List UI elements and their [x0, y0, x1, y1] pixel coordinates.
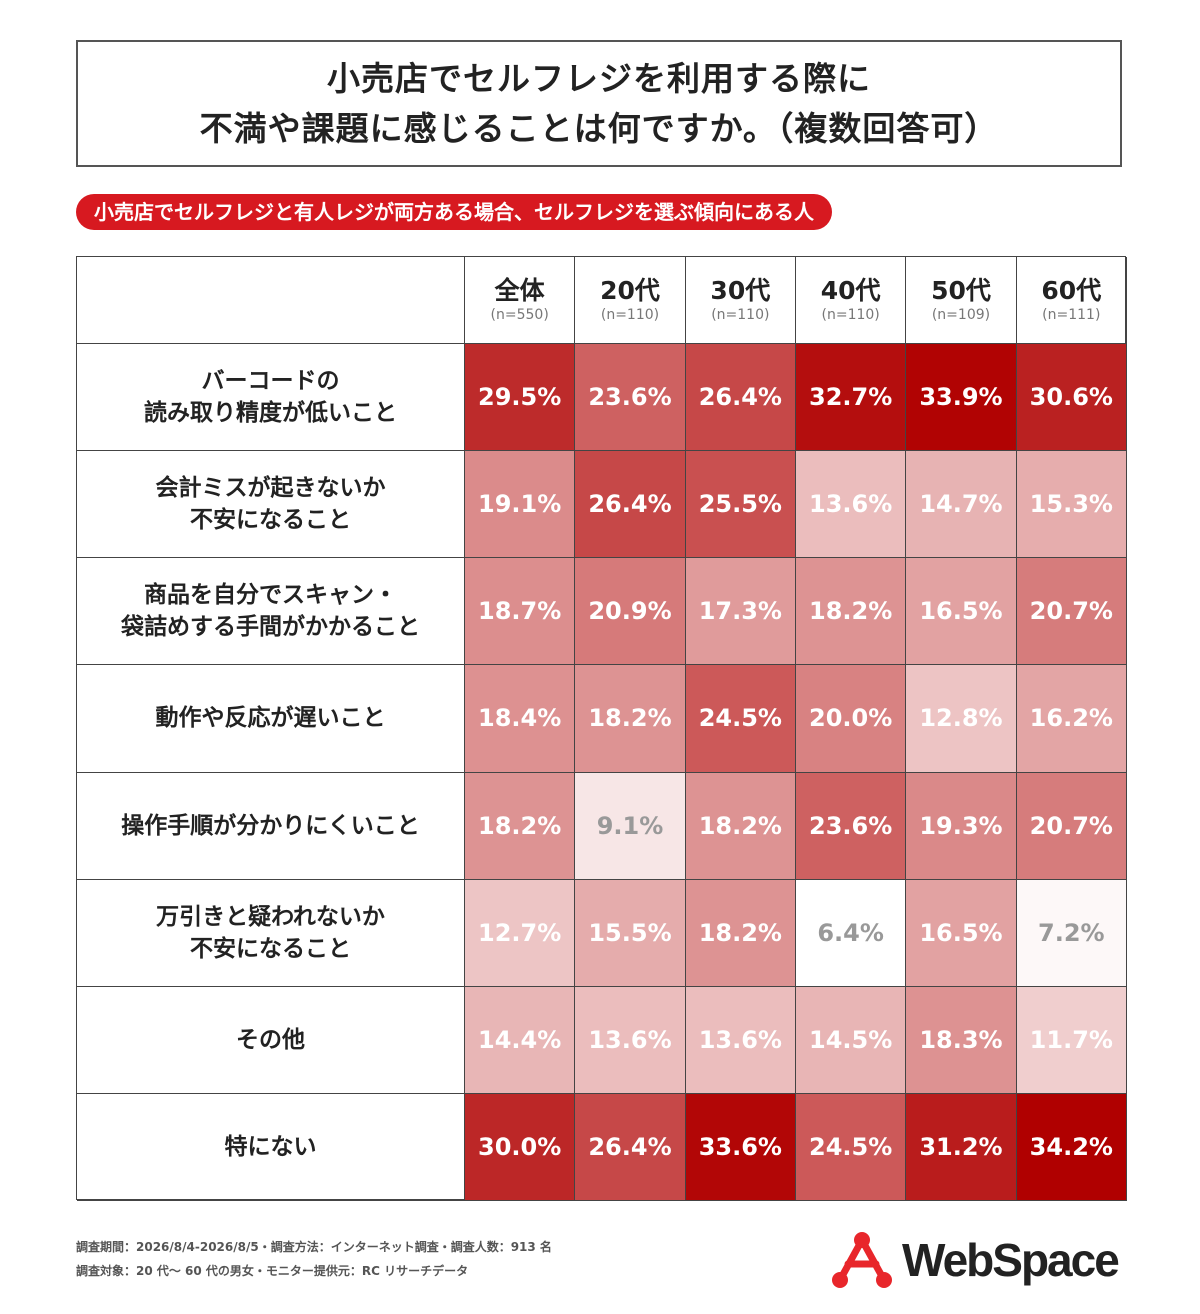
heatmap-cell: 20.0% [795, 665, 907, 773]
heatmap-cell: 19.3% [906, 772, 1017, 880]
heatmap-cell: 15.3% [1016, 451, 1127, 559]
column-header: 40代 (n=110) [795, 257, 907, 344]
column-sample-size: (n=111) [1042, 307, 1101, 323]
column-label: 60代 [1041, 276, 1102, 305]
column-label: 40代 [820, 276, 881, 305]
row-label: 操作手順が分かりにくいこと [77, 772, 465, 880]
column-label: 全体 [494, 276, 545, 305]
heatmap-cell: 9.1% [575, 772, 686, 880]
heatmap-cell: 20.7% [1016, 772, 1127, 880]
footer-survey-target: 調査対象：20 代～ 60 代の男女・モニター提供元：RC リサーチデータ [76, 1264, 469, 1278]
heatmap-cell: 16.2% [1016, 665, 1127, 773]
heatmap-cell: 18.3% [906, 986, 1017, 1094]
column-sample-size: (n=550) [490, 307, 549, 323]
heatmap-cell: 18.2% [685, 879, 796, 987]
heatmap-table: 全体 (n=550) 20代 (n=110) 30代 (n=110) 40代 (n=110) 5… [76, 256, 1127, 1201]
row-label-line: バーコードの [201, 368, 340, 395]
row-label: 商品を自分でスキャン・ 袋詰めする手間がかかること [77, 558, 465, 666]
heatmap-cell: 30.6% [1016, 344, 1127, 452]
heatmap-cell: 16.5% [906, 558, 1017, 666]
table-corner [77, 257, 465, 344]
column-sample-size: (n=110) [711, 307, 770, 323]
row-label: その他 [77, 986, 465, 1094]
column-sample-size: (n=110) [600, 307, 660, 323]
row-label-line: 不安になること [190, 507, 351, 534]
title-box: 小売店でセルフレジを利用する際に 不満や課題に感じることは何ですか。（複数回答可… [76, 40, 1122, 167]
row-label-line: 万引きと疑われないか [156, 903, 385, 930]
heatmap-cell: 23.6% [575, 344, 686, 452]
column-label: 20代 [600, 276, 660, 305]
heatmap-cell: 26.4% [685, 344, 796, 452]
heatmap-cell: 34.2% [1016, 1093, 1127, 1201]
column-header: 60代 (n=111) [1016, 257, 1127, 344]
webspace-logo: WebSpace [830, 1226, 1130, 1294]
heatmap-cell: 32.7% [795, 344, 907, 452]
row-label-line: 不安になること [190, 935, 351, 962]
column-header: 20代 (n=110) [575, 257, 686, 344]
heatmap-cell: 18.4% [465, 665, 576, 773]
heatmap-cell: 26.4% [575, 451, 686, 559]
heatmap-cell: 18.7% [465, 558, 576, 666]
heatmap-cell: 16.5% [906, 879, 1017, 987]
heatmap-cell: 12.8% [906, 665, 1017, 773]
row-label-line: 動作や反応が遅いこと [155, 705, 386, 732]
row-label-line: 特にない [224, 1133, 317, 1160]
heatmap-cell: 31.2% [906, 1093, 1017, 1201]
title-line-1: 小売店でセルフレジを利用する際に [327, 58, 871, 98]
heatmap-cell: 33.9% [906, 344, 1017, 452]
heatmap-cell: 24.5% [795, 1093, 907, 1201]
column-sample-size: (n=110) [821, 307, 880, 323]
row-label-line: 読み取り精度が低いこと [144, 400, 397, 427]
row-label: 動作や反応が遅いこと [77, 665, 465, 773]
row-label-line: 商品を自分でスキャン・ [144, 582, 397, 609]
row-label: バーコードの読み取り精度が低いこと [77, 344, 465, 452]
heatmap-cell: 14.5% [795, 986, 907, 1094]
row-label: 会計ミスが起きないか 不安になること [77, 451, 465, 559]
heatmap-cell: 30.0% [465, 1093, 576, 1201]
column-header: 50代 (n=109) [906, 257, 1017, 344]
column-label: 50代 [931, 276, 991, 305]
row-label-line: その他 [236, 1026, 305, 1053]
heatmap-cell: 24.5% [685, 665, 796, 773]
heatmap-cell: 19.1% [465, 451, 576, 559]
heatmap-cell: 6.4% [795, 879, 907, 987]
heatmap-cell: 13.6% [685, 986, 796, 1094]
column-sample-size: (n=109) [931, 307, 991, 323]
row-label-line: 操作手順が分かりにくいこと [121, 812, 420, 839]
heatmap-cell: 18.2% [795, 558, 907, 666]
row-label-line: 会計ミスが起きないか [155, 475, 386, 502]
heatmap-cell: 33.6% [685, 1093, 796, 1201]
heatmap-cell: 13.6% [575, 986, 686, 1094]
heatmap-cell: 20.9% [575, 558, 686, 666]
heatmap-cell: 18.2% [575, 665, 686, 773]
column-label: 30代 [710, 276, 771, 305]
heatmap-cell: 17.3% [685, 558, 796, 666]
heatmap-cell: 18.2% [465, 772, 576, 880]
subtitle-badge: 小売店でセルフレジと有人レジが両方ある場合、セルフレジを選ぶ傾向にある人 [76, 194, 832, 230]
row-label: 万引きと疑われないか 不安になること [77, 879, 465, 987]
logo-text: WebSpace [902, 1234, 1120, 1286]
row-label-line: 袋詰めする手間がかかること [121, 614, 420, 641]
heatmap-cell: 15.5% [575, 879, 686, 987]
row-label: 特にない [77, 1093, 465, 1201]
molecule-logo-icon [832, 1232, 892, 1288]
heatmap-cell: 23.6% [795, 772, 907, 880]
footer-survey-period: 調査期間：2026/8/4-2026/8/5・調査方法：インターネット調査・調査… [76, 1240, 552, 1254]
heatmap-cell: 26.4% [575, 1093, 686, 1201]
heatmap-cell: 13.6% [795, 451, 907, 559]
title-line-2: 不満や課題に感じることは何ですか。（複数回答可） [199, 108, 999, 148]
heatmap-cell: 29.5% [465, 344, 576, 452]
column-header: 全体 (n=550) [465, 257, 576, 344]
heatmap-cell: 18.2% [685, 772, 796, 880]
column-header: 30代 (n=110) [685, 257, 796, 344]
heatmap-cell: 14.7% [906, 451, 1017, 559]
heatmap-cell: 14.4% [465, 986, 576, 1094]
heatmap-cell: 25.5% [685, 451, 796, 559]
heatmap-cell: 12.7% [465, 879, 576, 987]
heatmap-cell: 7.2% [1016, 879, 1127, 987]
heatmap-cell: 20.7% [1016, 558, 1127, 666]
heatmap-cell: 11.7% [1016, 986, 1127, 1094]
